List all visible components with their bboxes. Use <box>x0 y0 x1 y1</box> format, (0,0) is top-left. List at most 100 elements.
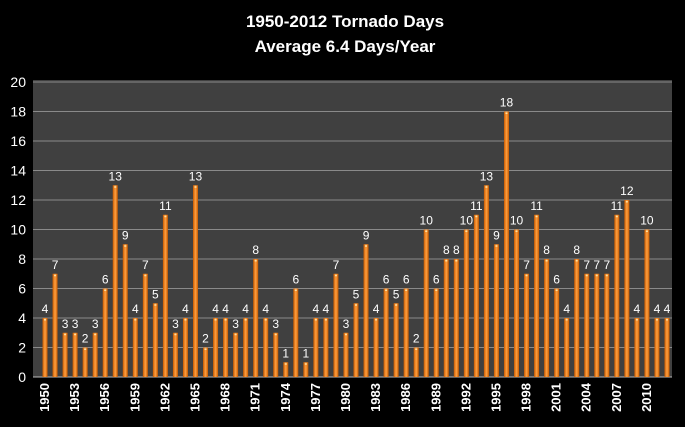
data-label-1981: 5 <box>353 287 360 301</box>
x-tick-label: 1989 <box>428 383 443 412</box>
bar-1950 <box>42 318 48 377</box>
bar-highlight <box>565 319 568 321</box>
bar-highlight <box>44 319 47 321</box>
x-tick-label: 1983 <box>368 383 383 412</box>
bar-1955 <box>92 332 98 377</box>
bar-highlight <box>324 319 327 321</box>
bar-1959 <box>132 318 138 377</box>
bar-highlight <box>154 304 157 306</box>
bar-1978 <box>323 318 329 377</box>
bar-2010 <box>644 229 650 377</box>
bar-highlight <box>655 319 658 321</box>
data-label-1998: 7 <box>523 258 530 272</box>
y-tick-label: 0 <box>18 369 26 385</box>
x-tick-label: 1962 <box>157 383 172 412</box>
bar-1953 <box>72 332 78 377</box>
data-label-1971: 8 <box>252 243 259 257</box>
bar-highlight <box>334 274 337 277</box>
bar-highlight <box>174 333 177 336</box>
bar-1974 <box>283 362 289 377</box>
data-label-1985: 5 <box>393 287 400 301</box>
data-label-1970: 4 <box>242 302 249 316</box>
x-tick-label: 1965 <box>187 383 202 412</box>
bar-highlight <box>244 319 247 321</box>
bar-highlight <box>94 333 97 336</box>
y-tick-label: 10 <box>10 222 26 238</box>
bar-1990 <box>443 259 449 377</box>
data-label-1966: 2 <box>202 332 209 346</box>
bar-highlight <box>625 201 628 203</box>
data-label-1995: 9 <box>493 228 500 242</box>
data-label-1975: 6 <box>292 273 299 287</box>
bar-highlight <box>264 319 267 321</box>
data-label-1982: 9 <box>363 228 370 242</box>
x-tick-label: 1980 <box>338 383 353 412</box>
bar-1996 <box>503 111 509 377</box>
bar-1956 <box>102 288 108 377</box>
bar-1969 <box>233 332 239 377</box>
bar-highlight <box>535 215 538 218</box>
bar-highlight <box>635 319 638 321</box>
bar-2003 <box>574 259 580 377</box>
bar-2000 <box>544 259 550 377</box>
data-label-1999: 11 <box>530 199 543 213</box>
x-tick-label: 1986 <box>398 383 413 412</box>
bar-highlight <box>204 348 207 350</box>
bar-2007 <box>614 214 620 377</box>
data-label-2002: 4 <box>563 302 570 316</box>
x-tick-label: 1950 <box>37 383 52 412</box>
bar-1966 <box>203 347 209 377</box>
bar-highlight <box>475 215 478 218</box>
bar-highlight <box>224 319 227 321</box>
data-label-1956: 6 <box>102 273 109 287</box>
data-label-1954: 2 <box>82 332 89 346</box>
bar-1992 <box>463 229 469 377</box>
bar-highlight <box>665 319 668 321</box>
bar-1997 <box>514 229 520 377</box>
bar-highlight <box>405 289 408 291</box>
bar-1971 <box>253 259 259 377</box>
data-label-1993: 11 <box>470 199 483 213</box>
bar-highlight <box>234 333 237 336</box>
bar-highlight <box>124 245 127 247</box>
bar-highlight <box>645 230 648 232</box>
data-label-1980: 3 <box>343 317 350 331</box>
bar-1954 <box>82 347 88 377</box>
bar-1999 <box>534 214 540 377</box>
bar-highlight <box>425 230 428 232</box>
x-tick-label: 1977 <box>308 383 323 412</box>
bar-1987 <box>413 347 419 377</box>
x-tick-label: 1956 <box>97 383 112 412</box>
bar-2008 <box>624 200 630 377</box>
data-label-1977: 4 <box>313 302 320 316</box>
data-label-2004: 7 <box>583 258 590 272</box>
bar-highlight <box>254 260 257 262</box>
x-tick-label: 1971 <box>248 383 263 412</box>
bar-highlight <box>74 333 77 336</box>
bar-2012 <box>664 318 670 377</box>
data-label-1958: 9 <box>122 228 129 242</box>
bar-highlight <box>415 348 418 350</box>
bar-highlight <box>294 289 297 291</box>
data-label-1978: 4 <box>323 302 330 316</box>
data-label-1986: 6 <box>403 273 410 287</box>
bar-2011 <box>654 318 660 377</box>
bar-highlight <box>375 319 378 321</box>
bar-1983 <box>373 318 379 377</box>
data-label-1955: 3 <box>92 317 99 331</box>
bar-highlight <box>515 230 518 232</box>
y-tick-label: 16 <box>10 133 26 149</box>
bar-1980 <box>343 332 349 377</box>
data-label-1968: 4 <box>222 302 229 316</box>
bar-highlight <box>525 274 528 277</box>
bar-highlight <box>134 319 137 321</box>
bar-1998 <box>524 273 530 377</box>
bar-1973 <box>273 332 279 377</box>
y-tick-label: 18 <box>10 104 26 120</box>
bar-highlight <box>465 230 468 232</box>
bar-highlight <box>485 186 488 188</box>
bar-1961 <box>152 303 158 377</box>
bar-highlight <box>455 260 458 262</box>
data-label-1979: 7 <box>333 258 340 272</box>
bar-1979 <box>333 273 339 377</box>
